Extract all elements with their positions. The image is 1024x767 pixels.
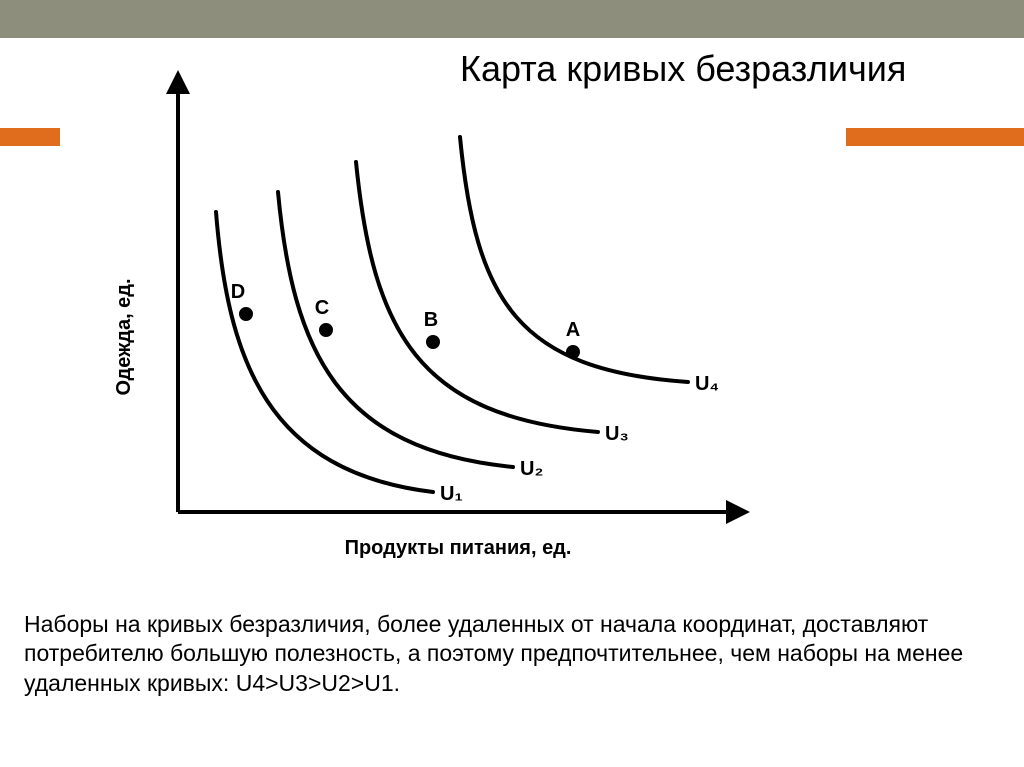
- point-A: [566, 345, 580, 359]
- point-label-D: D: [231, 281, 245, 303]
- curve-label-U3: U₃: [605, 423, 629, 445]
- chart-svg: Одежда, ед. Продукты питания, ед. U₁ U₂ U₃ U₄…: [88, 52, 778, 582]
- point-label-C: C: [315, 297, 329, 319]
- curve-label-U2: U₂: [520, 458, 543, 480]
- curve-U1: [216, 212, 433, 492]
- curve-U3: [356, 162, 598, 432]
- curve-label-U4: U₄: [695, 373, 719, 395]
- point-D: [239, 307, 253, 321]
- caption-text: Наборы на кривых безразличия, более удал…: [24, 610, 984, 698]
- point-B: [426, 335, 440, 349]
- point-label-A: A: [566, 319, 580, 341]
- curve-label-U1: U₁: [440, 483, 463, 505]
- slide-top-bar: [0, 0, 1024, 38]
- accent-bar-left: [0, 128, 60, 146]
- indifference-chart: Одежда, ед. Продукты питания, ед. U₁ U₂ U₃ U₄…: [88, 52, 778, 587]
- y-axis-label: Одежда, ед.: [113, 278, 135, 395]
- x-axis-label: Продукты питания, ед.: [345, 537, 572, 559]
- accent-bar-right: [846, 128, 1024, 146]
- point-C: [319, 323, 333, 337]
- point-label-B: B: [424, 309, 438, 331]
